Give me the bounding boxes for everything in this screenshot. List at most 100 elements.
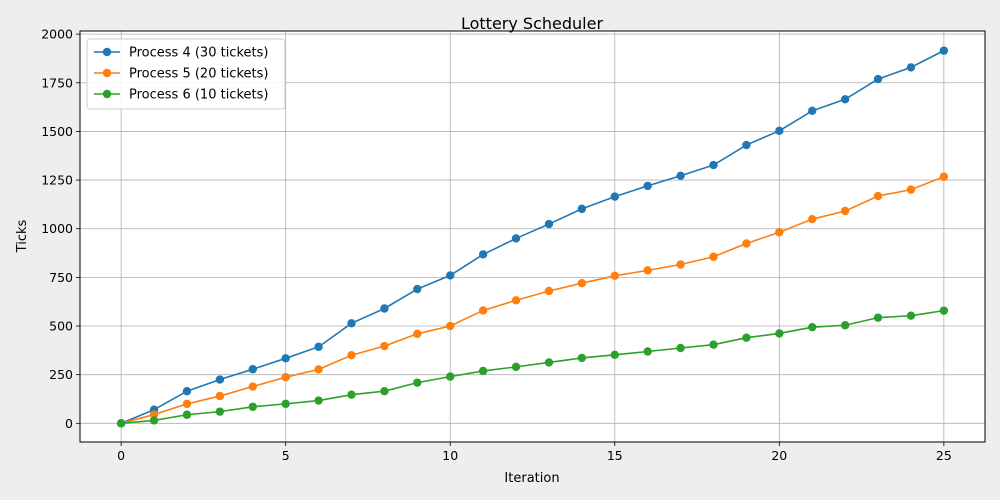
legend-swatch-marker — [102, 68, 112, 78]
x-tick-label: 25 — [936, 448, 952, 463]
data-point — [610, 350, 619, 360]
data-point — [840, 321, 850, 330]
legend-label: Process 5 (20 tickets) — [129, 67, 268, 82]
data-point — [478, 306, 488, 315]
data-point — [347, 319, 356, 328]
data-point — [742, 140, 751, 150]
x-tick-label: 10 — [442, 448, 458, 463]
data-point — [215, 375, 225, 384]
x-tick-label: 5 — [282, 448, 290, 463]
legend-swatch-marker — [102, 89, 112, 99]
data-point — [676, 171, 685, 180]
data-point — [610, 271, 619, 281]
data-point — [577, 353, 587, 363]
x-tick-label: 0 — [117, 448, 125, 463]
legend-swatch-marker — [102, 47, 112, 57]
data-point — [116, 419, 126, 428]
data-point — [380, 387, 389, 396]
data-point — [906, 311, 916, 320]
data-point — [511, 362, 521, 372]
data-point — [577, 279, 587, 288]
grid — [80, 31, 985, 442]
data-point — [281, 399, 290, 409]
data-point — [873, 313, 883, 322]
data-point — [808, 106, 817, 115]
data-point — [939, 172, 949, 181]
data-point — [413, 284, 422, 294]
data-point — [511, 234, 521, 243]
data-point — [215, 391, 225, 401]
data-point — [511, 296, 521, 305]
data-point — [446, 372, 455, 381]
y-tick-label: 1500 — [41, 124, 73, 139]
data-point — [182, 387, 192, 396]
data-point — [248, 365, 257, 374]
legend-label: Process 4 (30 tickets) — [129, 46, 268, 61]
data-point — [939, 306, 949, 315]
data-point — [544, 358, 554, 367]
series-line — [120, 49, 945, 425]
data-point — [577, 204, 587, 214]
data-point — [709, 160, 718, 170]
data-point — [906, 185, 916, 194]
data-point — [676, 343, 685, 353]
legend-box — [86, 38, 286, 110]
legend-item: Process 4 (30 tickets) — [94, 46, 268, 61]
y-tick-label: 500 — [49, 319, 73, 334]
series-2 — [116, 172, 949, 428]
data-point — [544, 219, 554, 229]
data-point — [939, 46, 949, 55]
y-tick-label: 250 — [49, 367, 73, 382]
data-point — [347, 390, 356, 399]
legend-item: Process 6 (10 tickets) — [94, 88, 268, 103]
x-tick-label: 20 — [771, 448, 787, 463]
data-point — [775, 126, 784, 136]
data-point — [478, 366, 488, 376]
data-point — [709, 340, 718, 349]
data-point — [775, 228, 784, 237]
data-point — [182, 410, 192, 419]
data-point — [610, 192, 619, 201]
data-point — [248, 382, 257, 391]
data-point — [182, 399, 192, 409]
data-point — [808, 322, 817, 332]
data-point — [347, 351, 356, 360]
data-point — [775, 329, 784, 338]
data-point — [215, 407, 225, 416]
data-point — [676, 260, 685, 269]
data-point — [281, 372, 290, 382]
series-line — [120, 176, 945, 425]
legend-item: Process 5 (20 tickets) — [94, 67, 268, 82]
legend: Process 4 (30 tickets) Process 5 (20 tick… — [86, 38, 286, 110]
data-point — [314, 396, 323, 405]
data-point — [413, 329, 422, 339]
data-point — [478, 250, 488, 259]
data-point — [709, 252, 718, 261]
data-point — [643, 266, 652, 275]
data-point — [742, 239, 751, 248]
y-tick-label: 1250 — [41, 173, 73, 188]
data-point — [544, 286, 554, 296]
data-point — [873, 191, 883, 201]
data-point — [149, 410, 159, 419]
plot-frame — [79, 30, 986, 443]
data-point — [380, 304, 389, 313]
y-tick-label: 2000 — [41, 27, 73, 42]
data-point — [149, 416, 159, 425]
legend-label: Process 6 (10 tickets) — [129, 88, 268, 103]
data-point — [643, 181, 652, 191]
data-point — [413, 378, 422, 387]
data-point — [248, 402, 257, 411]
data-point — [314, 342, 323, 352]
y-axis-label: Ticks — [15, 219, 30, 253]
y-tick-label: 1000 — [41, 221, 73, 236]
data-point — [742, 333, 751, 342]
data-point — [314, 365, 323, 374]
y-tick-label: 750 — [49, 270, 73, 285]
x-axis-label: Iteration — [504, 471, 559, 486]
y-tick-label: 0 — [65, 416, 73, 431]
x-tick-label: 15 — [607, 448, 623, 463]
series-layer — [116, 46, 949, 428]
